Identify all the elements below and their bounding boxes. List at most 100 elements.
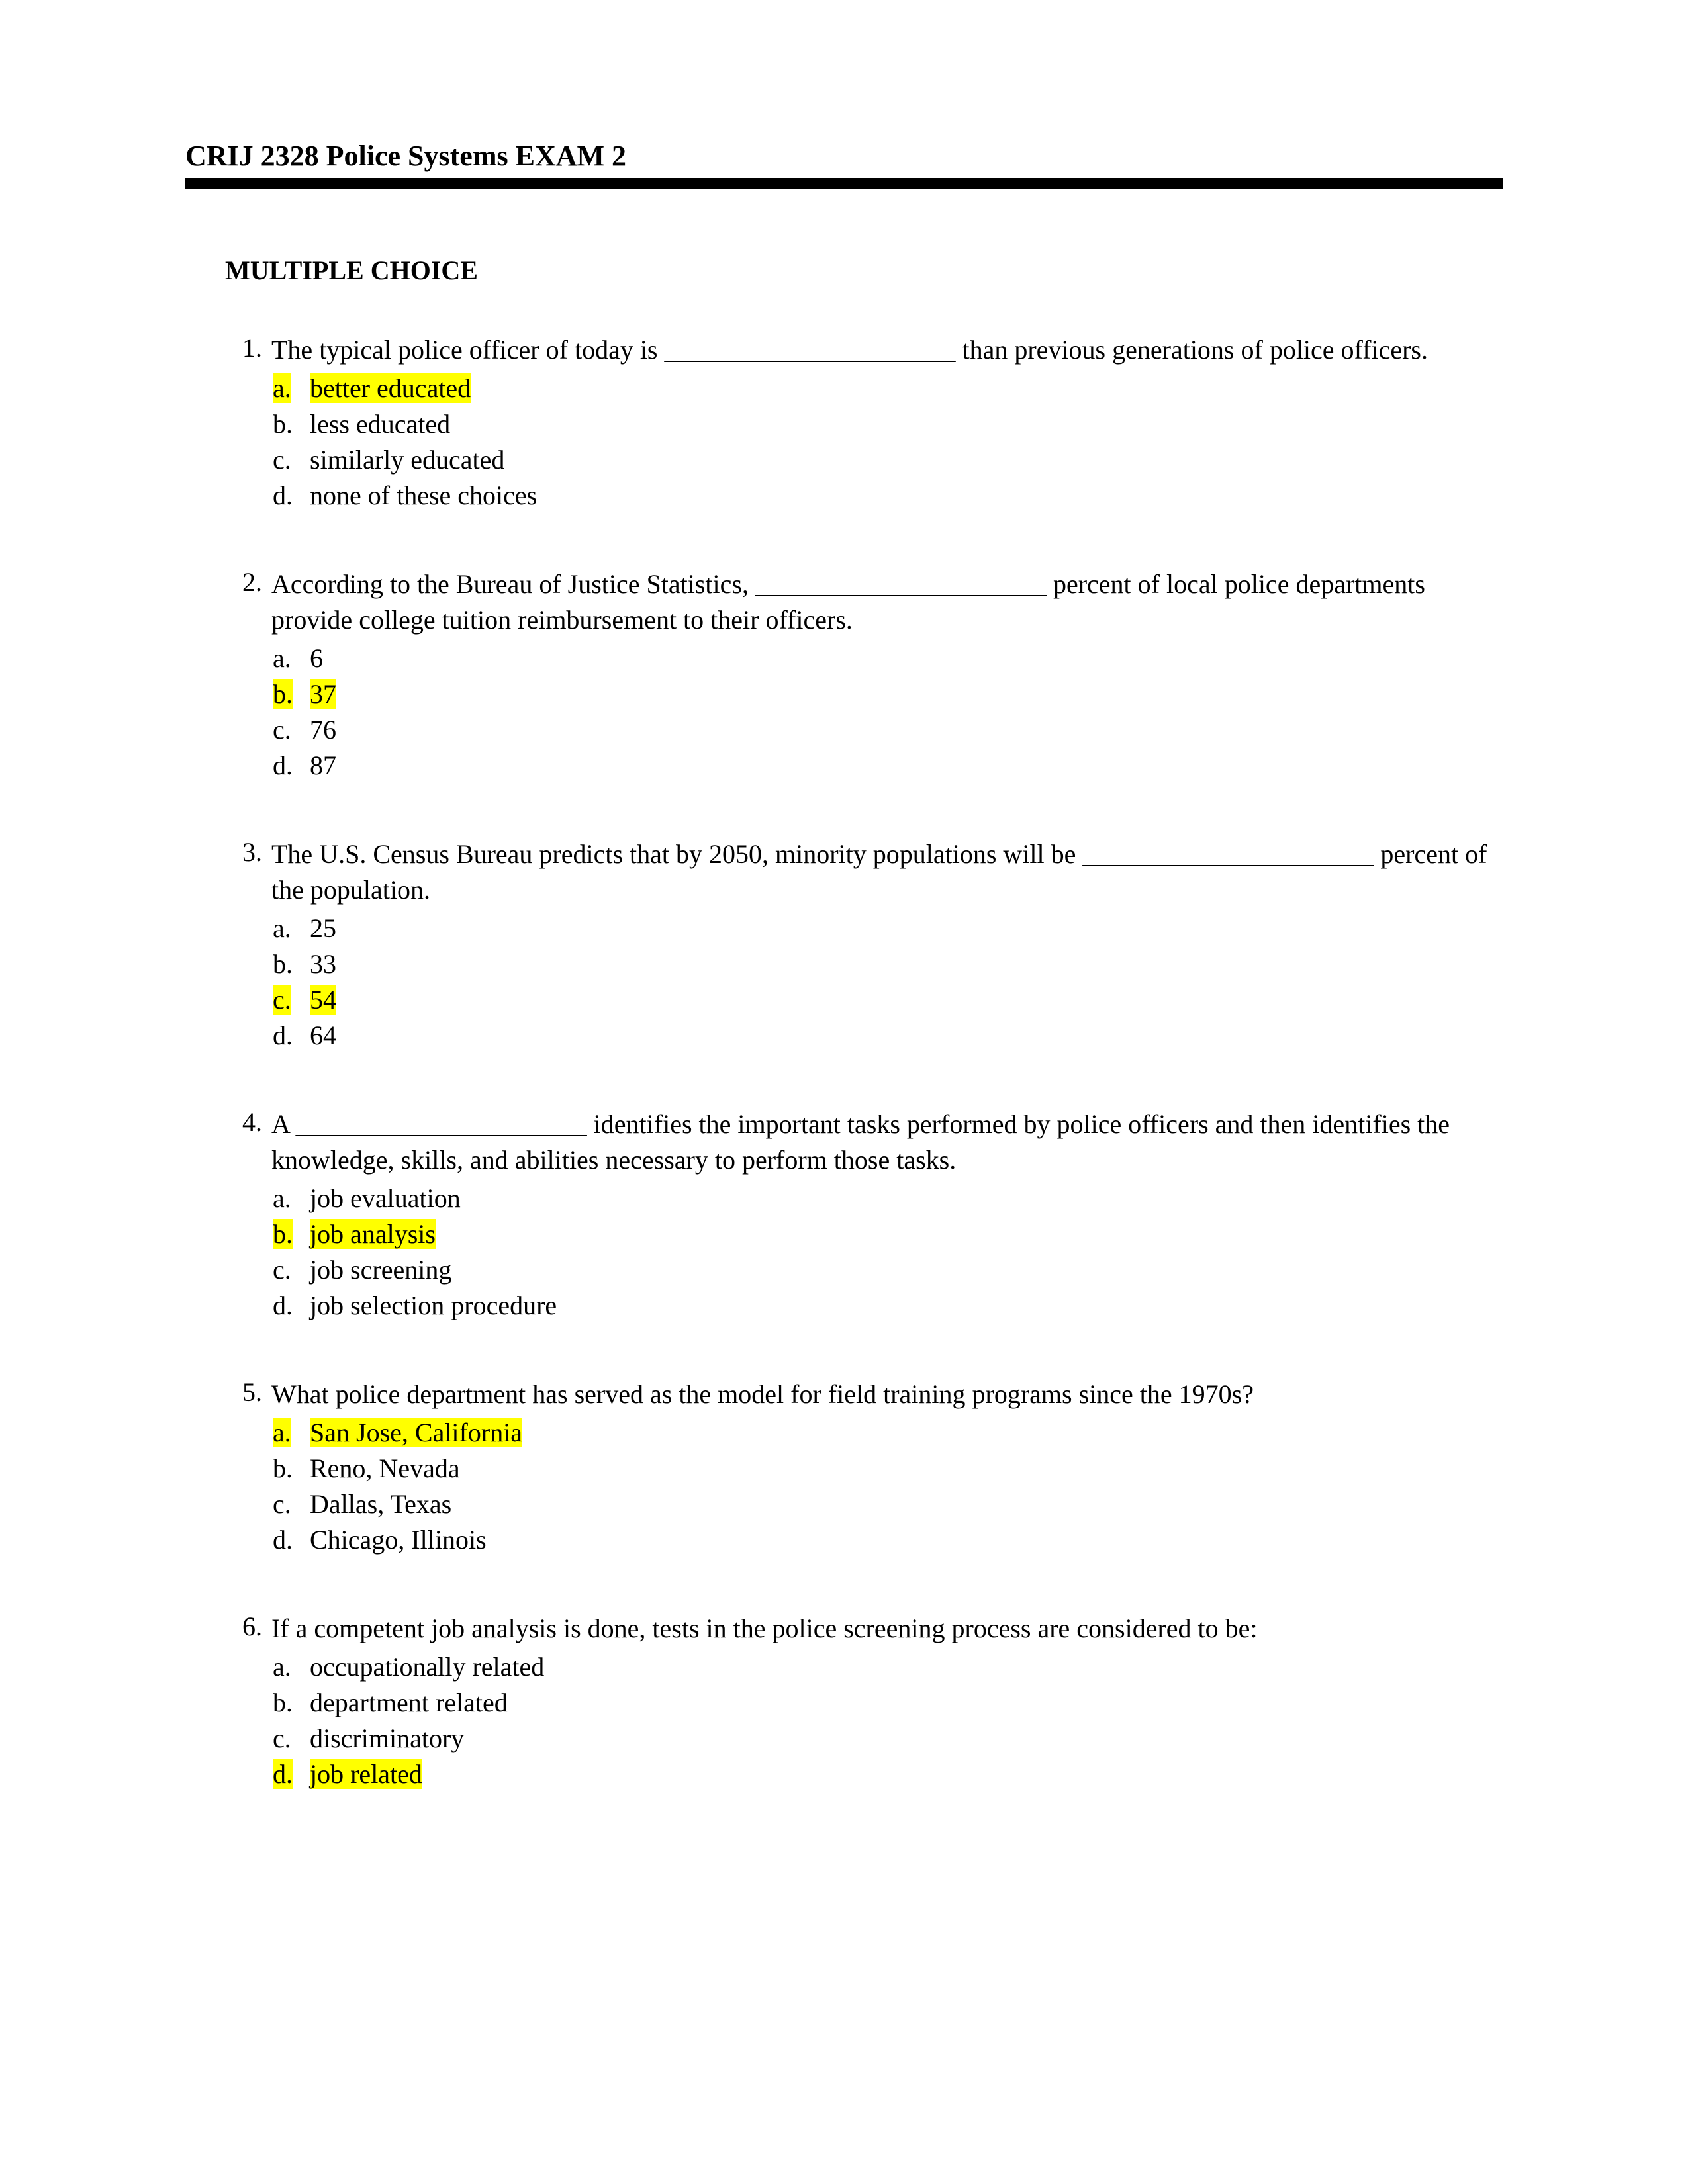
choice-letter: d. [273, 751, 293, 780]
question-text: The typical police officer of today is _… [271, 332, 1503, 368]
choice-letter: b. [273, 1688, 293, 1717]
choice: d. 64 [271, 1018, 1503, 1054]
choice: a. San Jose, California [271, 1415, 1503, 1451]
choice-text: 25 [310, 913, 336, 943]
choice-text: Reno, Nevada [310, 1453, 460, 1483]
question-body: What police department has served as the… [271, 1377, 1503, 1558]
choice-letter: b. [273, 1219, 293, 1249]
choice: c. discriminatory [271, 1721, 1503, 1756]
question-body: If a competent job analysis is done, tes… [271, 1611, 1503, 1792]
choice-text: 76 [310, 715, 336, 745]
choice-letter: a. [273, 1418, 291, 1447]
choices-list: a. 6 b. 37c.76d.87 [271, 641, 1503, 784]
question: 5.What police department has served as t… [225, 1377, 1503, 1558]
choice: c. job screening [271, 1252, 1503, 1288]
choice-letter: c. [273, 1255, 291, 1285]
choice-letter: c. [273, 1489, 291, 1519]
choice-text: 64 [310, 1021, 336, 1050]
choice-text: less educated [310, 409, 450, 439]
choice-letter: b. [273, 409, 293, 439]
choice: d. none of these choices [271, 478, 1503, 514]
question-body: According to the Bureau of Justice Stati… [271, 567, 1503, 784]
question-text: According to the Bureau of Justice Stati… [271, 567, 1503, 638]
choice-letter: d. [273, 1291, 293, 1320]
choice-text: job analysis [310, 1219, 436, 1249]
choice-letter: c. [273, 985, 291, 1015]
choice-text: 6 [310, 643, 323, 673]
choice-letter: a. [273, 1183, 291, 1213]
question: 3.The U.S. Census Bureau predicts that b… [225, 837, 1503, 1054]
choice-text: 33 [310, 949, 336, 979]
choice: b. less educated [271, 406, 1503, 442]
choice: b. 37 [271, 676, 1503, 712]
choice: b. 33 [271, 946, 1503, 982]
choice-letter: d. [273, 1021, 293, 1050]
choice-letter: a. [273, 373, 291, 403]
choice: b. department related [271, 1685, 1503, 1721]
choice-letter: c. [273, 445, 291, 475]
question-number: 6. [225, 1611, 271, 1792]
choice-text: none of these choices [310, 480, 537, 510]
choice-letter: d. [273, 1525, 293, 1555]
choice-letter: b. [273, 679, 293, 709]
choice-letter: a. [273, 643, 291, 673]
question-number: 1. [225, 332, 271, 514]
questions-list: 1.The typical police officer of today is… [225, 332, 1503, 1792]
choice: a. 25 [271, 911, 1503, 946]
question-text: A ______________________ identifies the … [271, 1107, 1503, 1178]
choice: d.87 [271, 748, 1503, 784]
choice: d. Chicago, Illinois [271, 1522, 1503, 1558]
choice-letter: c. [273, 1723, 291, 1753]
choices-list: a. better educated b. less educatedc.simila… [271, 371, 1503, 514]
choices-list: a. job evaluation b. job analysis c. job scre… [271, 1181, 1503, 1324]
choice-text: better educated [310, 373, 471, 403]
choice: a. better educated [271, 371, 1503, 406]
choice-letter: a. [273, 1652, 291, 1682]
choices-list: a. San Jose, California b. Reno, Nevada c. Da… [271, 1415, 1503, 1558]
question: 1.The typical police officer of today is… [225, 332, 1503, 514]
choice: c. Dallas, Texas [271, 1486, 1503, 1522]
choice-text: job related [310, 1759, 422, 1789]
choice: a. 6 [271, 641, 1503, 676]
choice: a. job evaluation [271, 1181, 1503, 1216]
choice: c.76 [271, 712, 1503, 748]
choice-text: 54 [310, 985, 336, 1015]
choice-text: San Jose, California [310, 1418, 522, 1447]
choice-letter: b. [273, 949, 293, 979]
choice: b. job analysis [271, 1216, 1503, 1252]
question-number: 2. [225, 567, 271, 784]
question-text: If a competent job analysis is done, tes… [271, 1611, 1503, 1647]
choice-text: Dallas, Texas [310, 1489, 451, 1519]
choice: d. job related [271, 1756, 1503, 1792]
question-body: The typical police officer of today is _… [271, 332, 1503, 514]
choice-text: Chicago, Illinois [310, 1525, 487, 1555]
choice-text: 37 [310, 679, 336, 709]
choice-text: job screening [310, 1255, 451, 1285]
choice-letter: a. [273, 913, 291, 943]
section-title: MULTIPLE CHOICE [225, 255, 1503, 286]
choice-letter: d. [273, 480, 293, 510]
choice-text: job evaluation [310, 1183, 461, 1213]
question-text: The U.S. Census Bureau predicts that by … [271, 837, 1503, 908]
question-text: What police department has served as the… [271, 1377, 1503, 1412]
choice-letter: d. [273, 1759, 293, 1789]
choice: a. occupationally related [271, 1649, 1503, 1685]
question-body: A ______________________ identifies the … [271, 1107, 1503, 1324]
choice-text: department related [310, 1688, 508, 1717]
question-number: 5. [225, 1377, 271, 1558]
choices-list: a. 25 b. 33 c. 54 d. 64 [271, 911, 1503, 1054]
choice-text: discriminatory [310, 1723, 464, 1753]
question: 2.According to the Bureau of Justice Sta… [225, 567, 1503, 784]
choice-letter: b. [273, 1453, 293, 1483]
choice-text: occupationally related [310, 1652, 544, 1682]
choice-text: job selection procedure [310, 1291, 557, 1320]
choice: c. 54 [271, 982, 1503, 1018]
question-number: 3. [225, 837, 271, 1054]
choice: c.similarly educated [271, 442, 1503, 478]
question: 4.A ______________________ identifies th… [225, 1107, 1503, 1324]
question-number: 4. [225, 1107, 271, 1324]
header-rule [185, 178, 1503, 189]
choice: b. Reno, Nevada [271, 1451, 1503, 1486]
question-body: The U.S. Census Bureau predicts that by … [271, 837, 1503, 1054]
choice: d. job selection procedure [271, 1288, 1503, 1324]
